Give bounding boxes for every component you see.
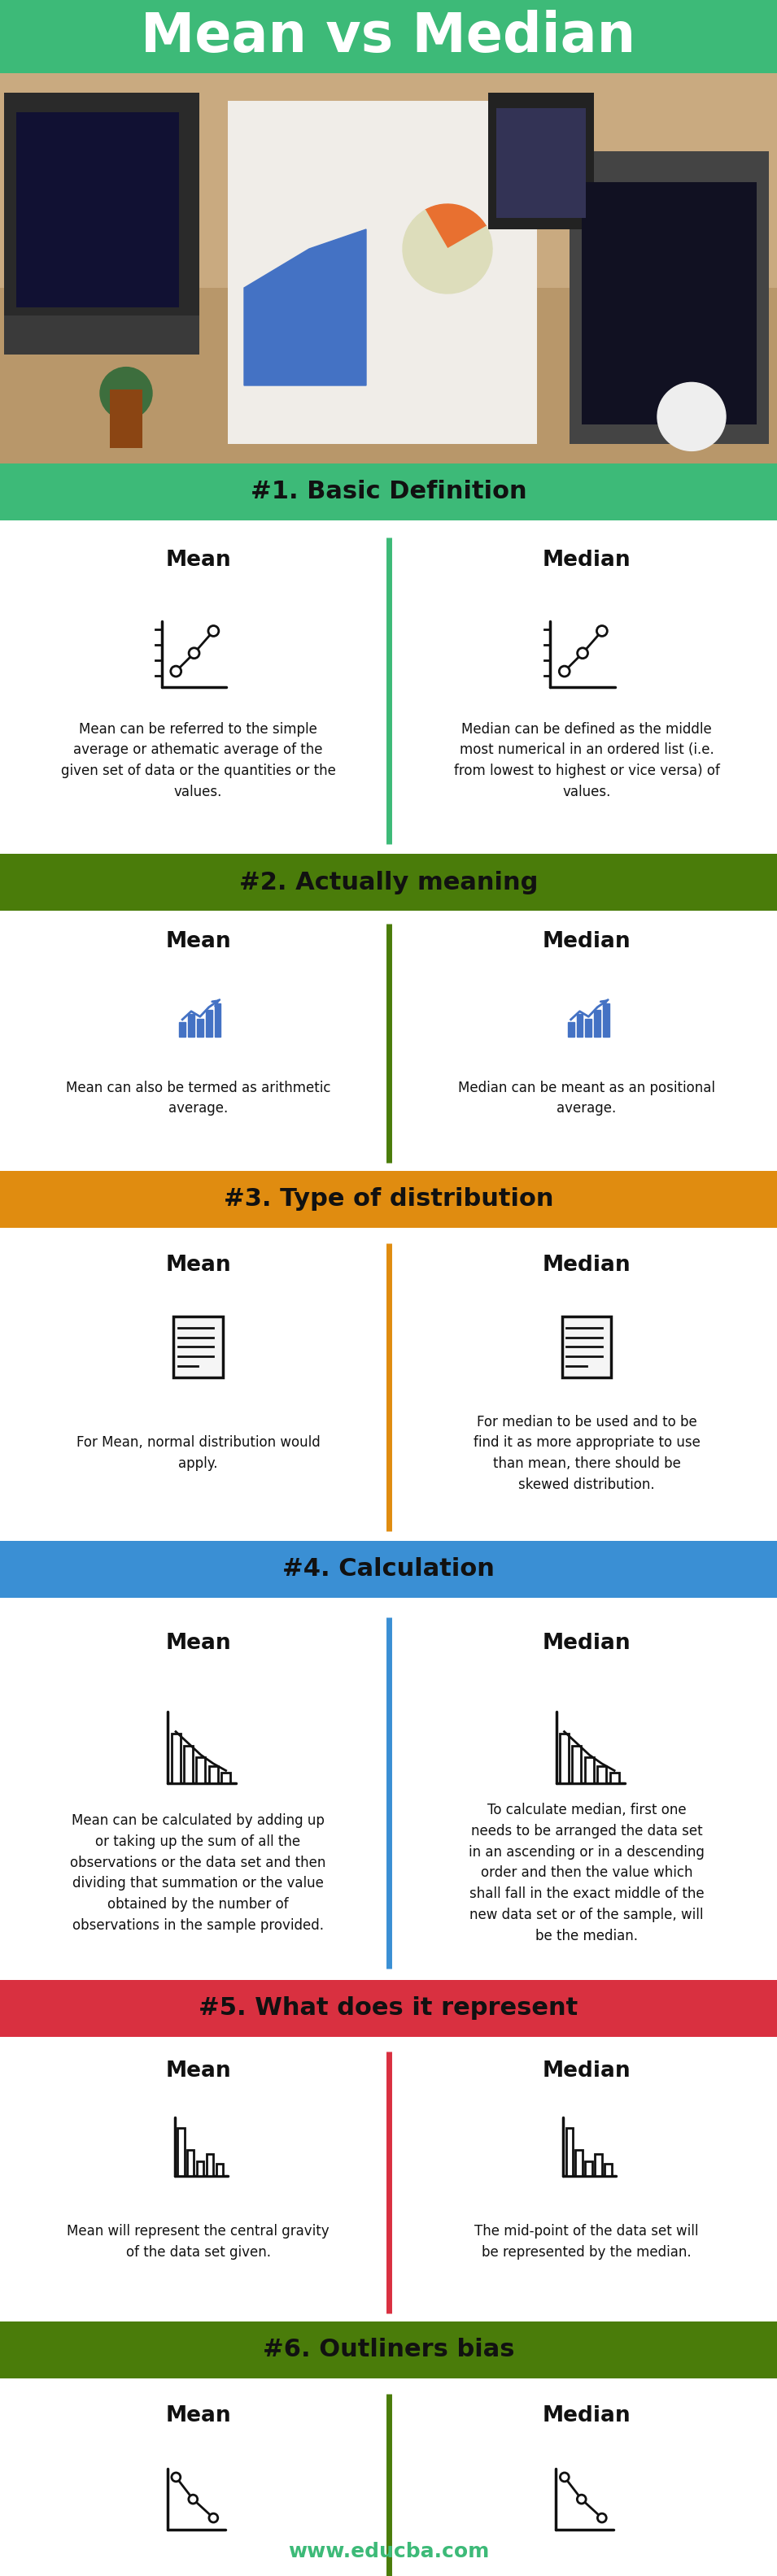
Bar bbox=[566, 2128, 573, 2177]
FancyBboxPatch shape bbox=[0, 1597, 777, 1981]
Bar bbox=[179, 1023, 186, 1036]
Circle shape bbox=[208, 626, 218, 636]
Text: #6. Outliners bias: #6. Outliners bias bbox=[263, 2339, 514, 2362]
Text: Median can be defined as the middle
most numerical in an ordered list (i.e.
from: Median can be defined as the middle most… bbox=[454, 721, 720, 799]
Circle shape bbox=[577, 2494, 586, 2504]
Bar bbox=[207, 2154, 214, 2177]
FancyBboxPatch shape bbox=[110, 389, 142, 448]
Circle shape bbox=[597, 626, 607, 636]
Bar bbox=[585, 1020, 591, 1036]
FancyBboxPatch shape bbox=[0, 520, 777, 853]
Bar bbox=[216, 2164, 223, 2177]
Bar bbox=[610, 1772, 618, 1783]
Text: Median: Median bbox=[542, 1255, 631, 1275]
FancyBboxPatch shape bbox=[0, 853, 777, 912]
Circle shape bbox=[172, 2473, 180, 2481]
Bar bbox=[603, 1005, 609, 1036]
FancyBboxPatch shape bbox=[497, 108, 586, 216]
FancyBboxPatch shape bbox=[0, 1229, 777, 1540]
Text: #4. Calculation: #4. Calculation bbox=[282, 1558, 495, 1582]
Text: Median can be meant as an positional
average.: Median can be meant as an positional ave… bbox=[458, 1079, 715, 1115]
FancyBboxPatch shape bbox=[570, 152, 769, 443]
FancyBboxPatch shape bbox=[0, 0, 777, 72]
FancyBboxPatch shape bbox=[0, 912, 777, 1172]
FancyBboxPatch shape bbox=[0, 1172, 777, 1229]
Text: Mean: Mean bbox=[166, 933, 231, 953]
Bar bbox=[206, 1010, 212, 1036]
Circle shape bbox=[209, 2514, 218, 2522]
FancyBboxPatch shape bbox=[488, 93, 594, 229]
Circle shape bbox=[577, 649, 588, 659]
Text: #2. Actually meaning: #2. Actually meaning bbox=[239, 871, 538, 894]
Circle shape bbox=[559, 667, 570, 677]
Circle shape bbox=[171, 667, 181, 677]
Text: #1. Basic Definition: #1. Basic Definition bbox=[250, 479, 527, 505]
Bar bbox=[568, 1023, 574, 1036]
Circle shape bbox=[598, 2514, 606, 2522]
Text: Median: Median bbox=[542, 2406, 631, 2427]
FancyBboxPatch shape bbox=[4, 314, 200, 353]
Text: Mean: Mean bbox=[166, 1633, 231, 1654]
Text: Mean: Mean bbox=[166, 549, 231, 572]
Circle shape bbox=[560, 2473, 569, 2481]
FancyBboxPatch shape bbox=[16, 113, 179, 307]
Bar bbox=[197, 1757, 205, 1783]
Text: Mean will represent the central gravity
of the data set given.: Mean will represent the central gravity … bbox=[67, 2223, 329, 2259]
Bar bbox=[594, 1010, 601, 1036]
Polygon shape bbox=[244, 229, 366, 386]
Bar bbox=[171, 1734, 180, 1783]
FancyBboxPatch shape bbox=[0, 2038, 777, 2321]
Bar bbox=[605, 2164, 611, 2177]
Bar bbox=[197, 2161, 204, 2177]
Text: Median: Median bbox=[542, 1633, 631, 1654]
Bar bbox=[188, 1015, 194, 1036]
Bar bbox=[209, 1765, 218, 1783]
Bar bbox=[173, 1316, 223, 1378]
FancyBboxPatch shape bbox=[582, 183, 757, 425]
Text: Median: Median bbox=[542, 549, 631, 572]
Text: For Mean, normal distribution would
apply.: For Mean, normal distribution would appl… bbox=[76, 1435, 320, 1471]
Text: #3. Type of distribution: #3. Type of distribution bbox=[224, 1188, 553, 1211]
Text: #5. What does it represent: #5. What does it represent bbox=[199, 1996, 578, 2020]
Text: Mean: Mean bbox=[166, 1255, 231, 1275]
Bar bbox=[595, 2154, 602, 2177]
Bar bbox=[559, 1734, 569, 1783]
Bar bbox=[598, 1765, 606, 1783]
FancyBboxPatch shape bbox=[0, 1540, 777, 1597]
Wedge shape bbox=[425, 204, 486, 250]
FancyBboxPatch shape bbox=[0, 2321, 777, 2378]
FancyBboxPatch shape bbox=[0, 289, 777, 464]
Bar bbox=[221, 1772, 230, 1783]
Text: Median: Median bbox=[542, 933, 631, 953]
FancyBboxPatch shape bbox=[228, 100, 537, 443]
Text: Mean can be referred to the simple
average or athematic average of the
given set: Mean can be referred to the simple avera… bbox=[61, 721, 336, 799]
Bar bbox=[585, 2161, 592, 2177]
Bar bbox=[585, 1757, 594, 1783]
Text: Median: Median bbox=[542, 2061, 631, 2081]
FancyBboxPatch shape bbox=[0, 72, 777, 464]
Text: Mean: Mean bbox=[166, 2406, 231, 2427]
Bar bbox=[184, 1747, 193, 1783]
FancyBboxPatch shape bbox=[0, 1981, 777, 2038]
Circle shape bbox=[189, 2494, 197, 2504]
Bar bbox=[577, 1015, 583, 1036]
Circle shape bbox=[100, 368, 152, 420]
FancyBboxPatch shape bbox=[0, 464, 777, 520]
Bar bbox=[562, 1316, 611, 1378]
FancyBboxPatch shape bbox=[0, 2378, 777, 2576]
Bar bbox=[576, 2148, 583, 2177]
Bar bbox=[187, 2148, 194, 2177]
Text: www.educba.com: www.educba.com bbox=[287, 2543, 490, 2561]
Circle shape bbox=[189, 649, 200, 659]
Text: Mean can be calculated by adding up
or taking up the sum of all the
observations: Mean can be calculated by adding up or t… bbox=[70, 1814, 326, 1932]
Text: To calculate median, first one
needs to be arranged the data set
in an ascending: To calculate median, first one needs to … bbox=[469, 1803, 705, 1942]
Text: Mean vs Median: Mean vs Median bbox=[141, 10, 636, 64]
Text: Mean can also be termed as arithmetic
average.: Mean can also be termed as arithmetic av… bbox=[66, 1079, 330, 1115]
FancyBboxPatch shape bbox=[0, 72, 777, 289]
Bar bbox=[197, 1020, 203, 1036]
Text: Mean: Mean bbox=[166, 2061, 231, 2081]
Text: The mid-point of the data set will
be represented by the median.: The mid-point of the data set will be re… bbox=[475, 2223, 699, 2259]
Bar bbox=[573, 1747, 581, 1783]
Bar bbox=[214, 1005, 221, 1036]
